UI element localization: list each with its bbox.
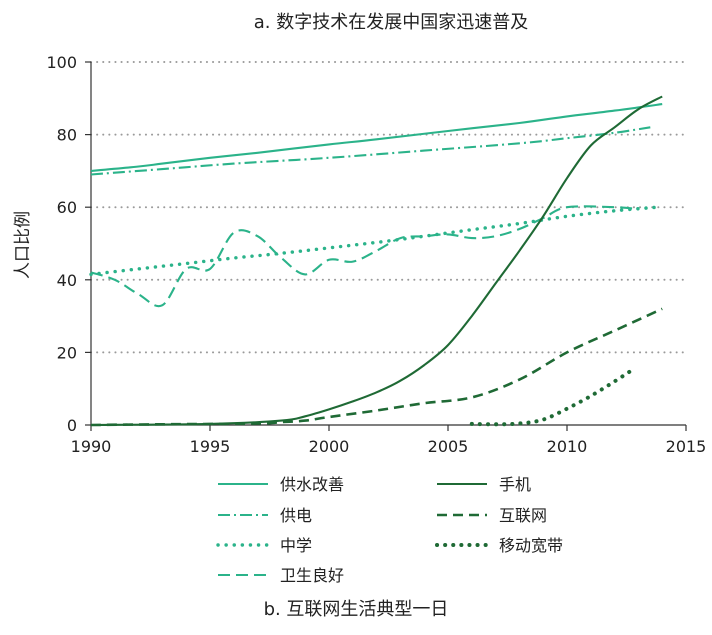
series-lines xyxy=(89,95,663,427)
x-tick-label-0: 1990 xyxy=(71,437,112,456)
legend-label-5: 移动宽带 xyxy=(499,536,563,555)
axes: 0 20 40 60 80 100 1990 1995 2000 2005 2010 2015 xyxy=(46,53,706,456)
series-line-4 xyxy=(90,95,663,427)
x-tick-label-5: 2015 xyxy=(666,437,707,456)
series-line-1 xyxy=(90,126,651,176)
series-line-3 xyxy=(90,205,639,308)
y-tick-label-2: 40 xyxy=(57,271,77,290)
legend-label-6: 卫生良好 xyxy=(280,566,344,585)
y-tick-label-5: 100 xyxy=(46,53,77,72)
x-tick-label-3: 2005 xyxy=(428,437,469,456)
chart-title: a. 数字技术在发展中国家迅速普及 xyxy=(254,12,528,33)
legend-label-1: 手机 xyxy=(499,475,531,494)
legend-label-0: 供水改善 xyxy=(280,475,344,494)
series-line-5 xyxy=(90,307,663,427)
legend-label-2: 供电 xyxy=(280,506,312,525)
legend-label-3: 互联网 xyxy=(499,506,547,525)
series-line-2 xyxy=(89,205,660,277)
x-tick-label-2: 2000 xyxy=(309,437,350,456)
chart-subtitle: b. 互联网生活典型一日 xyxy=(264,599,449,620)
legend-label-4: 中学 xyxy=(280,536,312,555)
x-tick-label-1: 1995 xyxy=(190,437,231,456)
series-line-6 xyxy=(469,368,634,427)
gridlines xyxy=(90,61,687,354)
y-tick-label-4: 80 xyxy=(57,126,77,145)
x-tick-label-4: 2010 xyxy=(547,437,588,456)
y-tick-label-1: 20 xyxy=(57,343,77,362)
y-tick-label-0: 0 xyxy=(67,416,77,435)
y-tick-label-3: 60 xyxy=(57,198,77,217)
y-axis-label: 人口比例 xyxy=(13,211,33,279)
series-line-0 xyxy=(90,103,663,172)
